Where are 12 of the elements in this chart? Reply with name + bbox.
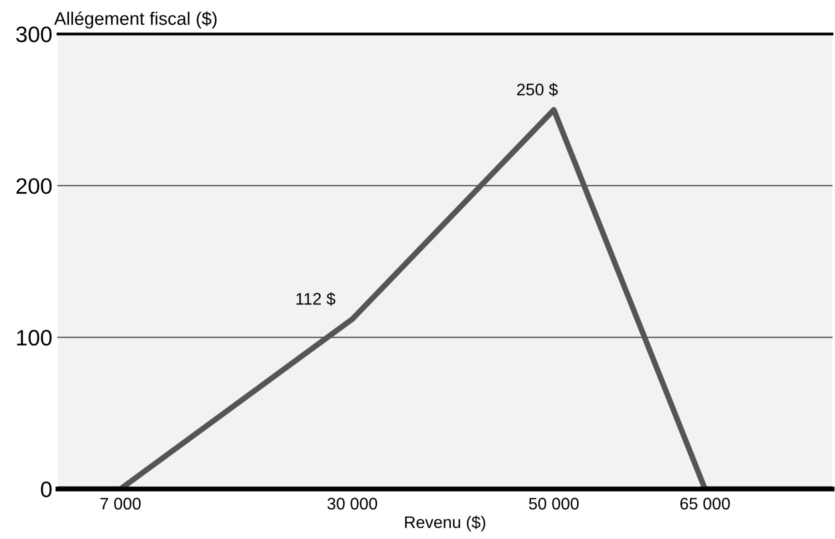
y-tick-label: 0	[40, 482, 52, 498]
y-tick-label: 200	[16, 178, 52, 194]
x-tick-label: 7 000	[100, 498, 141, 510]
x-axis-title: Revenu ($)	[405, 516, 486, 532]
x-tick-label: 30 000	[327, 498, 378, 510]
annotation: 250 $	[517, 82, 558, 96]
x-tick-label: 65 000	[680, 498, 730, 510]
y-tick-label: 100	[17, 330, 52, 346]
annotation: 112 $	[296, 292, 336, 306]
y-axis-title: Allégement fiscal ($)	[54, 11, 217, 29]
x-tick-label: 50 000	[529, 498, 579, 510]
y-tick-label: 300	[16, 26, 52, 42]
